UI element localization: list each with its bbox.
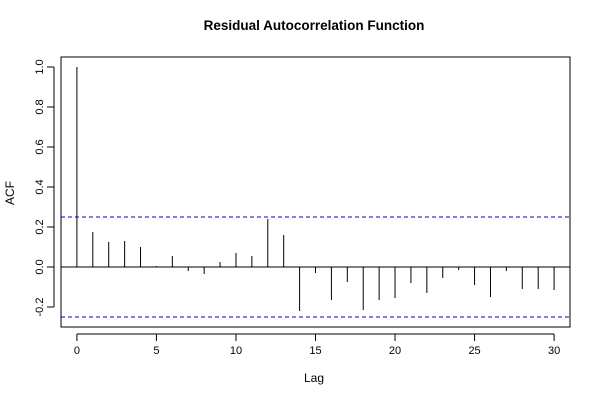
y-tick-label: 0.4 [34, 179, 46, 194]
y-tick-label: 0.8 [34, 99, 46, 114]
x-tick-label: 0 [74, 345, 80, 357]
y-tick-label: 1.0 [34, 59, 46, 74]
y-axis-label: ACF [3, 181, 17, 205]
x-axis: 0 5 10 15 20 25 30 [74, 333, 560, 357]
x-tick-label: 10 [230, 345, 242, 357]
x-tick-label: 5 [153, 345, 159, 357]
confidence-bounds [61, 216, 570, 318]
y-axis: -0.2 0.0 0.2 0.4 0.6 0.8 1.0 [34, 59, 55, 317]
x-tick-label: 20 [389, 345, 401, 357]
plot-frame [60, 56, 571, 328]
x-tick-label: 15 [309, 345, 321, 357]
x-tick-label: 30 [548, 345, 560, 357]
acf-bars [61, 67, 570, 311]
y-tick-label: -0.2 [34, 298, 46, 317]
y-tick-label: 0.0 [34, 259, 46, 274]
chart-title: Residual Autocorrelation Function [204, 18, 425, 33]
y-tick-label: 0.6 [34, 139, 46, 154]
x-axis-label: Lag [304, 371, 324, 385]
x-tick-label: 25 [468, 345, 480, 357]
y-tick-label: 0.2 [34, 219, 46, 234]
